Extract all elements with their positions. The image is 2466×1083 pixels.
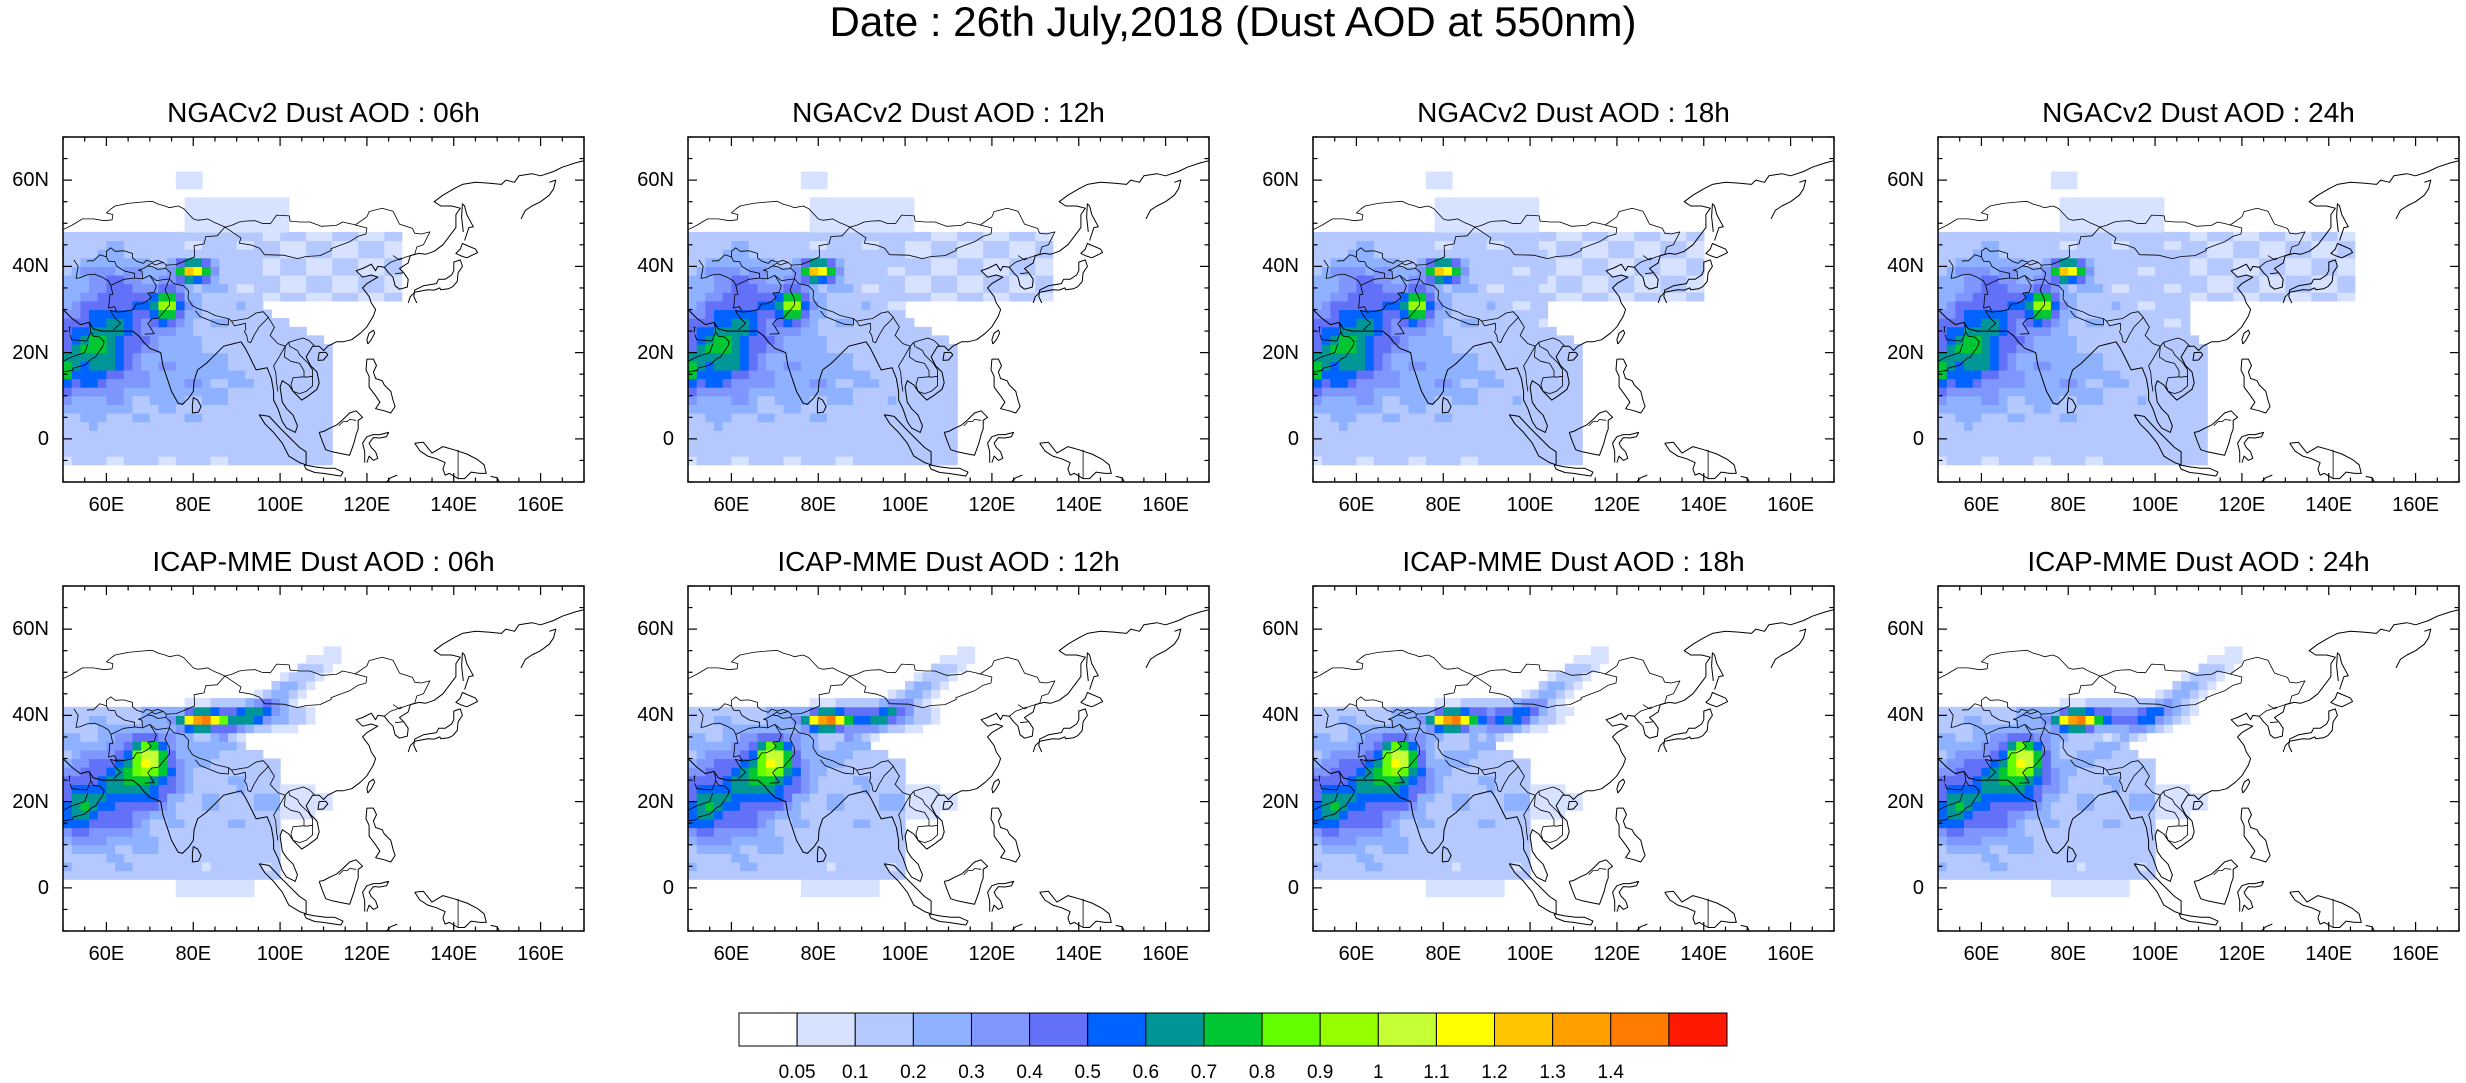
colorbar-label: 0.3: [941, 1063, 1001, 1083]
dust-aod-field: [688, 646, 975, 897]
map-panel: [63, 586, 584, 963]
colorbar-swatch: [1553, 1013, 1611, 1046]
colorbar-swatch: [1262, 1013, 1320, 1046]
dust-aod-field: [1313, 172, 1704, 466]
map-panel: [1313, 137, 1834, 514]
colorbar-label: 0.7: [1174, 1063, 1234, 1083]
colorbar-swatch: [1495, 1013, 1553, 1046]
dust-aod-field: [688, 172, 1053, 466]
colorbar-swatch: [971, 1013, 1029, 1046]
colorbar-label: 0.9: [1290, 1063, 1350, 1083]
colorbar-swatch: [855, 1013, 913, 1046]
colorbar-label: 1.4: [1581, 1063, 1641, 1083]
colorbar-swatch: [1669, 1013, 1727, 1046]
dust-aod-field: [1938, 172, 2355, 466]
colorbar-swatch: [1320, 1013, 1378, 1046]
colorbar-swatch: [1436, 1013, 1494, 1046]
dust-aod-field: [63, 172, 402, 466]
colorbar-label: 0.8: [1232, 1063, 1292, 1083]
colorbar-label: 0.2: [883, 1063, 943, 1083]
colorbar-swatch: [1378, 1013, 1436, 1046]
dust-aod-field: [63, 646, 342, 897]
colorbar-swatch: [1146, 1013, 1204, 1046]
colorbar-label: 0.5: [1058, 1063, 1118, 1083]
colorbar-swatches: [738, 1012, 1728, 1047]
colorbar-swatch: [1030, 1013, 1088, 1046]
map-panel: [1938, 137, 2459, 514]
colorbar-swatch: [1088, 1013, 1146, 1046]
map-panel: [688, 586, 1209, 963]
colorbar-label: 0.05: [767, 1063, 827, 1083]
colorbar-label: 0.6: [1116, 1063, 1176, 1083]
colorbar-swatch: [913, 1013, 971, 1046]
map-panel: [1938, 586, 2459, 963]
colorbar-label: 1.3: [1523, 1063, 1583, 1083]
colorbar-swatch: [797, 1013, 855, 1046]
colorbar-swatch: [1611, 1013, 1669, 1046]
colorbar-label: 1.2: [1465, 1063, 1525, 1083]
colorbar-label: 0.4: [1000, 1063, 1060, 1083]
colorbar-label: 0.1: [825, 1063, 885, 1083]
colorbar-swatch: [1204, 1013, 1262, 1046]
map-panels: [0, 0, 2466, 1000]
map-panel: [1313, 586, 1834, 963]
colorbar-label: 1.1: [1406, 1063, 1466, 1083]
map-panel: [688, 137, 1209, 514]
dust-aod-field: [1313, 646, 1609, 897]
map-panel: [63, 137, 584, 514]
colorbar-swatch: [739, 1013, 797, 1046]
colorbar-label: 1: [1348, 1063, 1408, 1083]
